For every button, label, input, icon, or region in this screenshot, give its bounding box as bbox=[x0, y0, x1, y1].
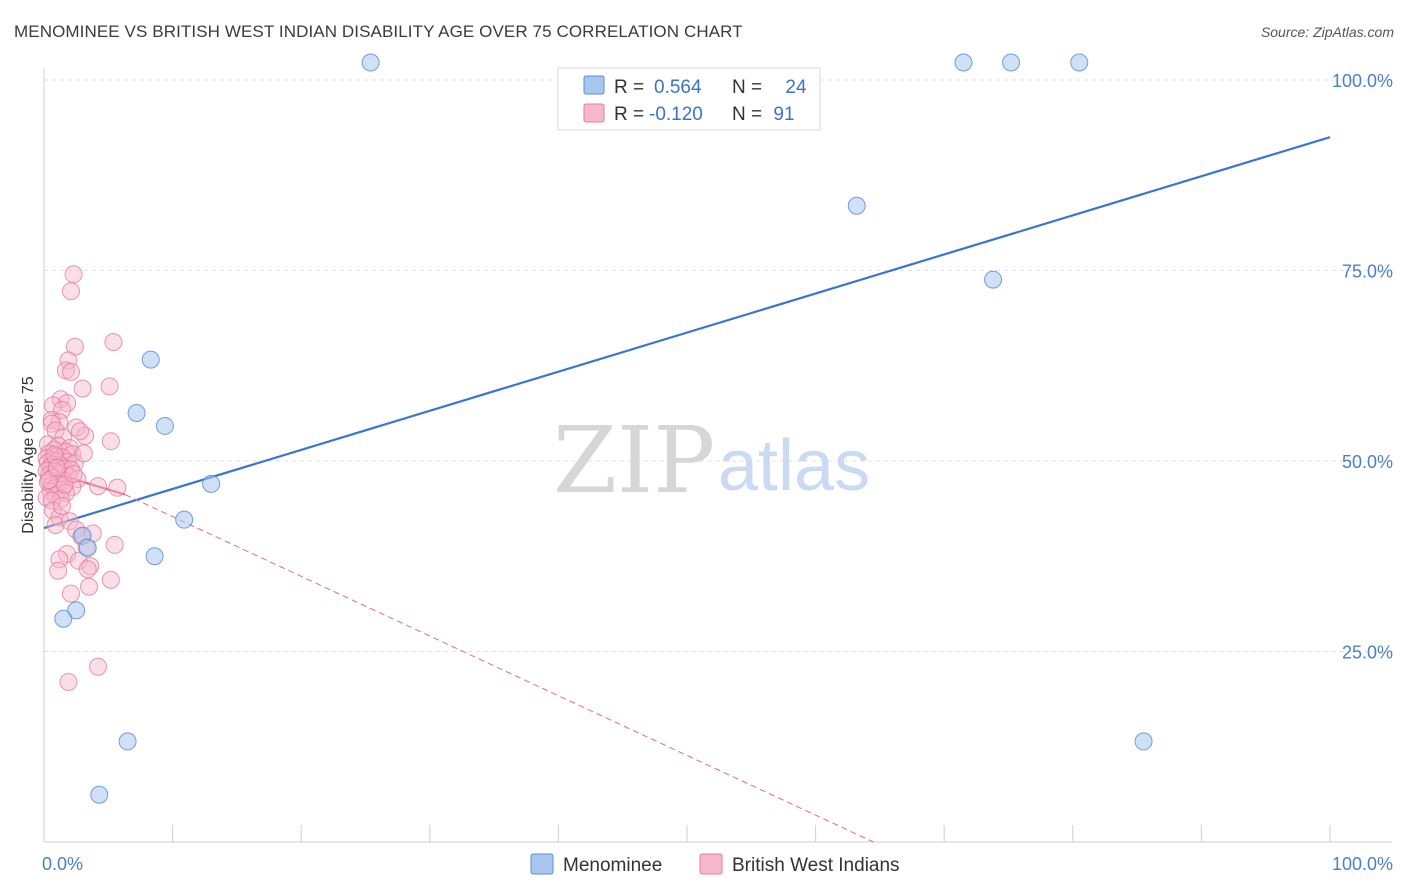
point-british-west-indians bbox=[71, 422, 90, 441]
y-tick-label: 100.0% bbox=[1332, 71, 1393, 91]
legend-bottom: Menominee British West Indians bbox=[530, 853, 900, 876]
point-british-west-indians bbox=[46, 421, 65, 440]
point-british-west-indians bbox=[44, 396, 63, 415]
points-menominee bbox=[54, 53, 1153, 804]
point-british-west-indians bbox=[73, 379, 92, 398]
point-british-west-indians bbox=[78, 560, 97, 579]
legend-n-label: N = bbox=[732, 104, 762, 125]
y-tick-label: 25.0% bbox=[1342, 643, 1393, 663]
x-tick-label: 100.0% bbox=[1332, 854, 1393, 874]
grid-lines bbox=[44, 79, 1392, 652]
point-menominee bbox=[984, 270, 1003, 289]
watermark: ZIP atlas bbox=[553, 407, 870, 514]
point-menominee bbox=[127, 403, 146, 422]
legend-r-value: 0.564 bbox=[654, 77, 702, 98]
point-british-west-indians bbox=[81, 557, 100, 576]
points-british-west-indians bbox=[37, 265, 127, 691]
y-tick-label: 75.0% bbox=[1342, 262, 1393, 282]
point-british-west-indians bbox=[62, 282, 81, 301]
point-british-west-indians bbox=[64, 464, 83, 483]
watermark-atlas: atlas bbox=[718, 426, 870, 506]
point-british-west-indians bbox=[108, 478, 127, 497]
point-menominee bbox=[1134, 732, 1153, 751]
legend-r-value: -0.120 bbox=[649, 104, 703, 125]
point-british-west-indians bbox=[50, 413, 69, 432]
point-british-west-indians bbox=[62, 362, 81, 381]
point-british-west-indians bbox=[104, 333, 123, 352]
point-menominee bbox=[155, 416, 174, 435]
point-british-west-indians bbox=[101, 432, 120, 451]
point-menominee bbox=[361, 53, 380, 72]
point-british-west-indians bbox=[49, 561, 68, 580]
legend-swatch-menominee bbox=[583, 75, 605, 95]
point-menominee bbox=[202, 474, 221, 493]
point-menominee bbox=[67, 601, 86, 620]
point-british-west-indians bbox=[89, 477, 108, 496]
point-british-west-indians bbox=[100, 377, 119, 396]
point-menominee bbox=[141, 350, 160, 369]
chart-title: MENOMINEE VS BRITISH WEST INDIAN DISABIL… bbox=[14, 22, 743, 41]
point-british-west-indians bbox=[42, 476, 61, 495]
point-menominee bbox=[78, 538, 97, 557]
point-british-west-indians bbox=[101, 570, 120, 589]
trend-line-menominee bbox=[43, 136, 1331, 530]
tick-labels: 25.0% 50.0% 75.0% 100.0% 0.0% 100.0% bbox=[42, 71, 1393, 874]
legend-bottom-swatch-bwi bbox=[699, 853, 723, 875]
point-menominee bbox=[847, 196, 866, 215]
point-menominee bbox=[175, 510, 194, 529]
point-british-west-indians bbox=[89, 657, 108, 676]
y-axis-label: Disability Age Over 75 bbox=[20, 376, 37, 534]
point-british-west-indians bbox=[64, 265, 83, 284]
point-british-west-indians bbox=[53, 496, 72, 515]
point-british-west-indians bbox=[42, 491, 61, 510]
source-label: Source: ZipAtlas.com bbox=[1260, 24, 1394, 40]
point-british-west-indians bbox=[50, 550, 69, 569]
watermark-zip: ZIP bbox=[553, 407, 715, 514]
point-british-west-indians bbox=[62, 584, 81, 603]
point-british-west-indians bbox=[54, 428, 73, 447]
legend-bottom-label-bwi: British West Indians bbox=[732, 855, 900, 876]
legend-r-label: R = bbox=[614, 104, 644, 125]
point-menominee bbox=[954, 53, 973, 72]
point-british-west-indians bbox=[59, 672, 78, 691]
legend-r-label: R = bbox=[614, 77, 644, 98]
legend-bottom-label-menominee: Menominee bbox=[563, 855, 662, 876]
y-tick-label: 50.0% bbox=[1342, 452, 1393, 472]
legend-n-value: 24 bbox=[785, 77, 807, 98]
legend-top: R = 0.564 N = 24 R = -0.120 N = 91 bbox=[557, 67, 821, 131]
point-menominee bbox=[90, 785, 109, 804]
point-british-west-indians bbox=[80, 577, 99, 596]
legend-bottom-swatch-menominee bbox=[530, 853, 554, 875]
point-british-west-indians bbox=[47, 458, 66, 477]
legend-n-value: 91 bbox=[773, 104, 794, 125]
point-british-west-indians bbox=[74, 444, 93, 463]
point-british-west-indians bbox=[44, 501, 63, 520]
point-menominee bbox=[1070, 53, 1089, 72]
point-menominee bbox=[54, 609, 73, 628]
point-menominee bbox=[118, 732, 137, 751]
point-british-west-indians bbox=[46, 516, 65, 535]
legend-n-label: N = bbox=[732, 77, 762, 98]
trend-line-bwi-dashed bbox=[124, 494, 874, 843]
point-british-west-indians bbox=[105, 535, 124, 554]
legend-swatch-bwi bbox=[583, 103, 605, 123]
point-menominee bbox=[1002, 53, 1021, 72]
point-menominee bbox=[145, 547, 164, 566]
x-tick-label: 0.0% bbox=[42, 854, 83, 874]
